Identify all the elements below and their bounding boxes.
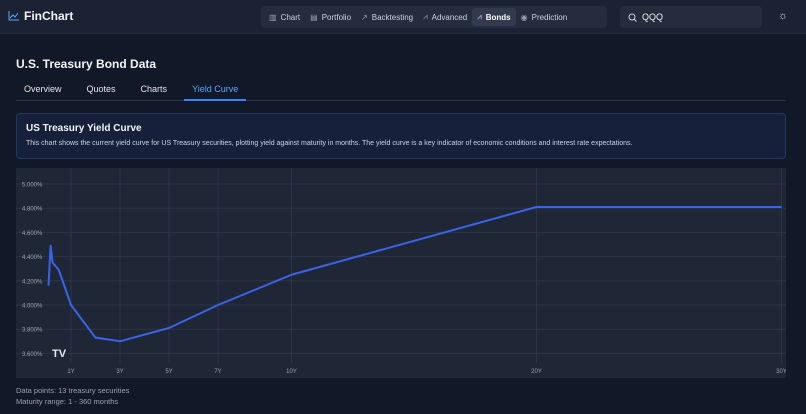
nav-bonds[interactable]: ⩘ Bonds: [472, 8, 516, 26]
nav-chart[interactable]: ▥ Chart: [264, 8, 305, 26]
line-chart-icon: ⩘: [477, 12, 482, 21]
search-input[interactable]: QQQ: [620, 6, 762, 28]
search-icon: [628, 13, 637, 22]
x-tick-label: 10Y: [286, 369, 297, 375]
y-tick-label: 4.800%: [22, 207, 43, 213]
nav-label: Chart: [280, 12, 301, 22]
y-tick-label: 4.400%: [22, 255, 43, 261]
app-logo[interactable]: FinChart: [8, 9, 73, 23]
x-tick-label: 20Y: [531, 369, 542, 375]
yield-curve-line: [47, 205, 782, 343]
y-tick-label: 3.800%: [22, 328, 43, 334]
nav-backtesting[interactable]: ↗ Backtesting: [356, 8, 418, 26]
tab-quotes[interactable]: Quotes: [86, 84, 116, 94]
search-value: QQQ: [642, 12, 664, 22]
tab-yield-curve[interactable]: Yield Curve: [184, 80, 247, 101]
y-tick-label: 5.000%: [22, 183, 43, 189]
x-tick-label: 3Y: [116, 369, 123, 375]
line-chart-icon: [8, 11, 19, 21]
target-icon: ◉: [520, 12, 528, 22]
nav-portfolio[interactable]: ▤ Portfolio: [305, 8, 356, 26]
nav-prediction[interactable]: ◉ Prediction: [516, 8, 573, 26]
y-tick-label: 3.600%: [22, 352, 43, 358]
bar-chart-icon: ▥: [269, 12, 277, 22]
x-tick-label: 7Y: [214, 369, 221, 375]
nav-label: Prediction: [531, 12, 568, 22]
nav-label: Portfolio: [321, 12, 352, 22]
info-card: US Treasury Yield Curve This chart shows…: [16, 113, 786, 159]
tab-bar: Overview Quotes Charts Yield Curve: [16, 80, 786, 101]
briefcase-icon: ▤: [310, 12, 318, 22]
y-tick-label: 4.600%: [22, 231, 43, 237]
data-points-text: Data points: 13 treasury securities: [16, 386, 130, 395]
tradingview-logo: TV: [52, 348, 67, 360]
x-tick-label: 30Y: [776, 369, 786, 375]
x-tick-label: 1Y: [67, 369, 74, 375]
top-nav-bar: FinChart ▥ Chart ▤ Portfolio ↗ Backtesting …: [0, 0, 806, 34]
x-tick-label: 5Y: [165, 369, 172, 375]
info-title: US Treasury Yield Curve: [26, 123, 142, 134]
maturity-range-text: Maturity range: 1 - 360 months: [16, 397, 119, 406]
y-tick-label: 4.200%: [22, 279, 43, 285]
yield-curve-chart[interactable]: 5.000% 4.800% 4.600% 4.400% 4.200% 4.000% 3.80…: [16, 168, 787, 378]
info-description: This chart shows the current yield curve…: [26, 140, 633, 147]
y-tick-label: 4.000%: [22, 304, 43, 310]
trend-icon: ↗: [361, 12, 368, 22]
chart-svg: 5.000% 4.800% 4.600% 4.400% 4.200% 4.000% 3.80…: [16, 168, 787, 375]
theme-toggle-sun-icon[interactable]: ☼: [778, 10, 789, 22]
nav-advanced[interactable]: ⩘ Advanced: [418, 8, 472, 26]
line-chart-icon: ⩘: [423, 12, 428, 21]
main-nav: ▥ Chart ▤ Portfolio ↗ Backtesting ⩘ Advanced…: [261, 6, 607, 28]
nav-label: Advanced: [431, 12, 468, 22]
app-name: FinChart: [24, 9, 74, 23]
tab-charts[interactable]: Charts: [140, 84, 168, 94]
nav-label: Bonds: [485, 12, 511, 22]
page-title: U.S. Treasury Bond Data: [16, 57, 157, 71]
tab-overview[interactable]: Overview: [24, 84, 62, 94]
nav-label: Backtesting: [371, 12, 414, 22]
